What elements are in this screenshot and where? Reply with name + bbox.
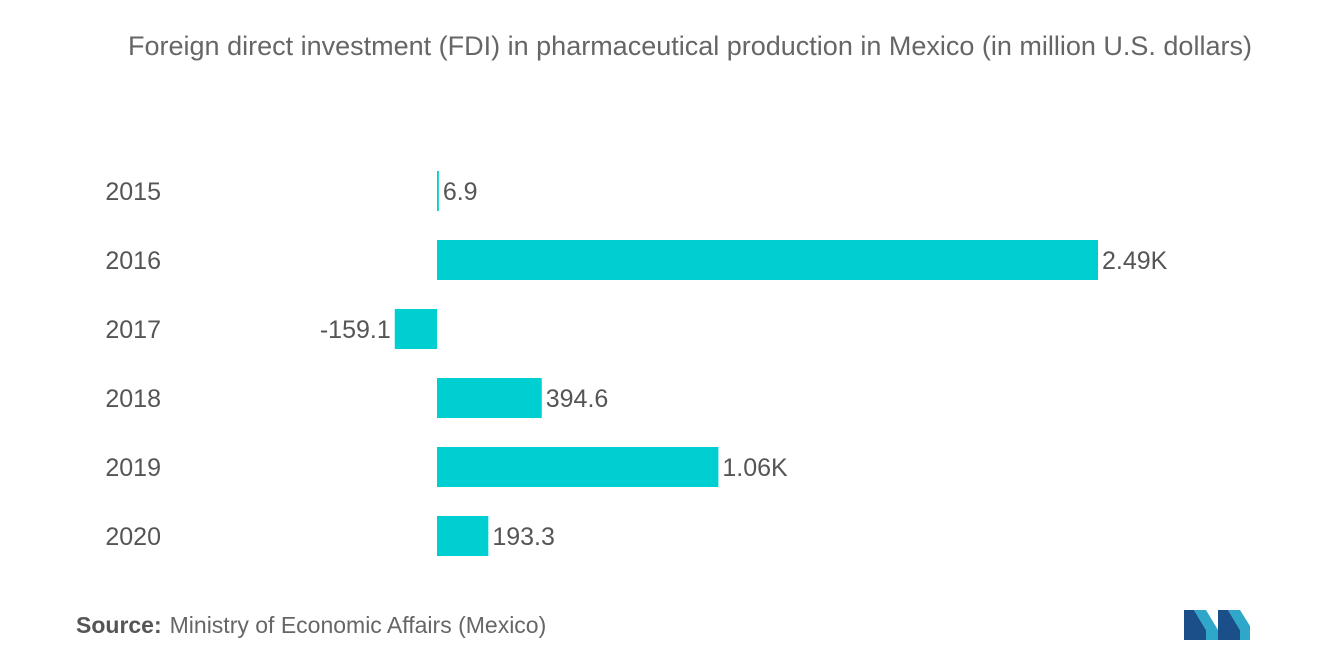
data-label: 6.9 [443, 178, 478, 206]
bar [437, 516, 489, 556]
category-label: 2016 [105, 247, 161, 275]
bar [437, 378, 542, 418]
data-label: 394.6 [546, 385, 609, 413]
bar [437, 171, 439, 211]
category-label: 2017 [105, 316, 161, 344]
data-label: 2.49K [1102, 247, 1168, 275]
data-label: 193.3 [492, 523, 555, 551]
chart-title: Foreign direct investment (FDI) in pharm… [128, 31, 1252, 61]
bar [394, 309, 437, 349]
category-label: 2020 [105, 523, 161, 551]
bar [437, 447, 719, 487]
mordor-intelligence-logo-icon [1184, 610, 1250, 640]
category-label: 2018 [105, 385, 161, 413]
source-note: Source: Ministry of Economic Affairs (Mex… [76, 612, 546, 639]
bar-chart: 2015 6.9 2016 2.49K 2017 -159.1 2018 394.6 2019 1… [105, 171, 1168, 556]
category-label: 2015 [105, 178, 161, 206]
data-label: -159.1 [320, 316, 391, 344]
category-label: 2019 [105, 454, 161, 482]
bar [437, 240, 1098, 280]
source-label: Source: [76, 612, 162, 638]
source-text: Ministry of Economic Affairs (Mexico) [169, 612, 547, 638]
data-label: 1.06K [722, 454, 788, 482]
